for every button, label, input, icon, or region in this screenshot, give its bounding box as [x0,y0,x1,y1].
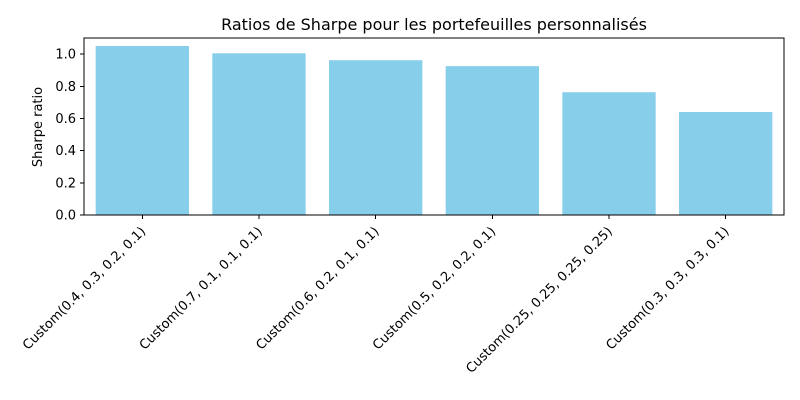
x-tick-label: Custom(0.6, 0.2, 0.1, 0.1) [253,224,382,353]
x-tick-label: Custom(0.5, 0.2, 0.2, 0.1) [370,224,499,353]
y-tick-label: 0.8 [55,80,76,95]
bar-5 [562,92,656,215]
y-tick-label: 0.2 [55,176,76,191]
x-tick-label: Custom(0.3, 0.3, 0.3, 0.1) [603,224,732,353]
bars-group [95,46,773,216]
bar-6 [679,112,773,215]
chart-title: Ratios de Sharpe pour les portefeuilles … [221,15,647,34]
x-tick-label: Custom(0.4, 0.3, 0.2, 0.1) [20,224,149,353]
y-tick-label: 1.0 [55,48,76,63]
plot-area-border [83,37,785,216]
bar-1 [95,46,189,215]
y-tick-label: 0.0 [55,209,76,224]
plot-frame [83,37,785,216]
bar-3 [329,60,423,216]
y-axis: 0.0 0.2 0.4 0.6 0.8 1.0 [55,48,84,224]
x-tick-label: Custom(0.7, 0.1, 0.1, 0.1) [137,224,266,353]
y-axis-label: Sharpe ratio [31,87,46,167]
y-tick-label: 0.6 [55,112,76,127]
y-tick-label: 0.4 [55,144,76,159]
bar-4 [445,66,539,215]
bar-2 [212,53,306,215]
x-axis: Custom(0.4, 0.3, 0.2, 0.1)Custom(0.7, 0.… [20,215,732,377]
